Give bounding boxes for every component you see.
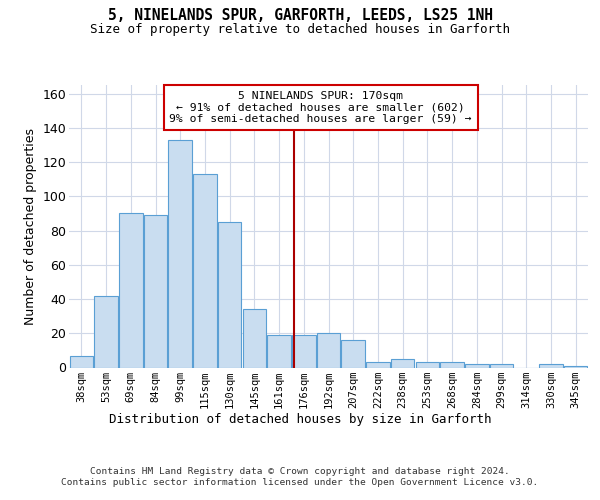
Bar (218, 222, 241, 368)
Text: Size of property relative to detached houses in Garforth: Size of property relative to detached ho… (90, 22, 510, 36)
Bar (242, 310, 266, 368)
Bar (292, 335, 316, 368)
Bar (366, 362, 389, 368)
Bar (341, 340, 365, 367)
Bar (317, 334, 340, 368)
Bar (70, 356, 93, 368)
Bar (490, 364, 513, 368)
Text: 5 NINELANDS SPUR: 170sqm
← 91% of detached houses are smaller (602)
9% of semi-d: 5 NINELANDS SPUR: 170sqm ← 91% of detach… (169, 90, 472, 124)
Text: 5, NINELANDS SPUR, GARFORTH, LEEDS, LS25 1NH: 5, NINELANDS SPUR, GARFORTH, LEEDS, LS25… (107, 8, 493, 22)
Text: Distribution of detached houses by size in Garforth: Distribution of detached houses by size … (109, 412, 491, 426)
Bar (268, 335, 291, 368)
Bar (416, 362, 439, 368)
Text: Contains HM Land Registry data © Crown copyright and database right 2024.
Contai: Contains HM Land Registry data © Crown c… (61, 468, 539, 487)
Bar (564, 366, 587, 368)
Bar (94, 296, 118, 368)
Bar (465, 364, 488, 368)
Bar (169, 140, 192, 368)
Y-axis label: Number of detached properties: Number of detached properties (24, 128, 37, 325)
Bar (144, 215, 167, 368)
Bar (391, 359, 415, 368)
Bar (539, 364, 563, 368)
Bar (193, 174, 217, 368)
Bar (440, 362, 464, 368)
Bar (119, 214, 143, 368)
